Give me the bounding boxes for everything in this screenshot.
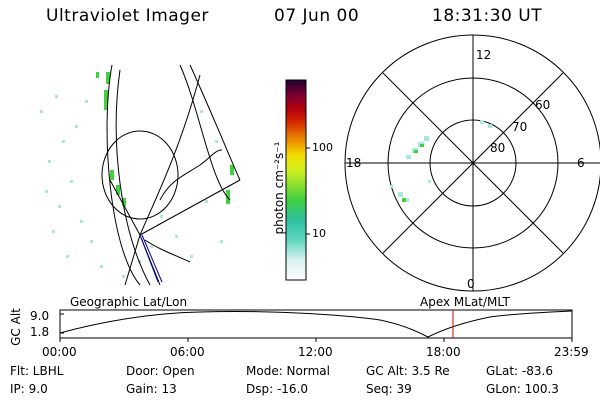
altitude-xtick-1800: 18:00 bbox=[426, 345, 461, 359]
polar-lat-60: 60 bbox=[535, 98, 551, 112]
colorbar-tick-10: 10 bbox=[312, 227, 326, 240]
info-mode: Mode: Normal bbox=[246, 364, 330, 378]
polar-mlt-6: 6 bbox=[577, 156, 585, 170]
polar-lat-80: 80 bbox=[490, 141, 506, 155]
polar-mlt-0: 0 bbox=[467, 277, 475, 291]
altitude-right-title: Apex MLat/MLT bbox=[420, 295, 510, 309]
date-label: 07 Jun 00 bbox=[274, 6, 360, 26]
altitude-xtick-0600: 06:00 bbox=[170, 345, 205, 359]
info-gain: Gain: 13 bbox=[126, 382, 177, 396]
altitude-left-title: Geographic Lat/Lon bbox=[70, 295, 188, 309]
polar-lat-70: 70 bbox=[512, 120, 528, 134]
info-ip: IP: 9.0 bbox=[10, 382, 48, 396]
time-label: 18:31:30 UT bbox=[432, 6, 543, 26]
polar-mlt-18: 18 bbox=[346, 156, 362, 170]
altitude-ytick-1: 1.8 bbox=[30, 325, 50, 339]
altitude-xtick-1200: 12:00 bbox=[298, 345, 333, 359]
instrument-title: Ultraviolet Imager bbox=[46, 6, 209, 26]
altitude-ytick-9: 9.0 bbox=[30, 309, 50, 323]
info-flt: Flt: LBHL bbox=[10, 364, 64, 378]
altitude-xtick-0000: 00:00 bbox=[42, 345, 77, 359]
polar-mlt-12: 12 bbox=[476, 48, 492, 62]
colorbar-tick-100: 100 bbox=[312, 141, 333, 154]
auroral-speckles bbox=[40, 95, 223, 278]
info-door: Door: Open bbox=[126, 364, 195, 378]
track-lines bbox=[139, 234, 163, 283]
info-glon: GLon: 100.3 bbox=[486, 382, 559, 396]
info-glat: GLat: -83.6 bbox=[486, 364, 553, 378]
info-dsp: Dsp: -16.0 bbox=[246, 382, 309, 396]
info-gcalt: GC Alt: 3.5 Re bbox=[366, 364, 450, 378]
info-seq: Seq: 39 bbox=[366, 382, 412, 396]
altitude-xtick-2359: 23:59 bbox=[554, 345, 589, 359]
